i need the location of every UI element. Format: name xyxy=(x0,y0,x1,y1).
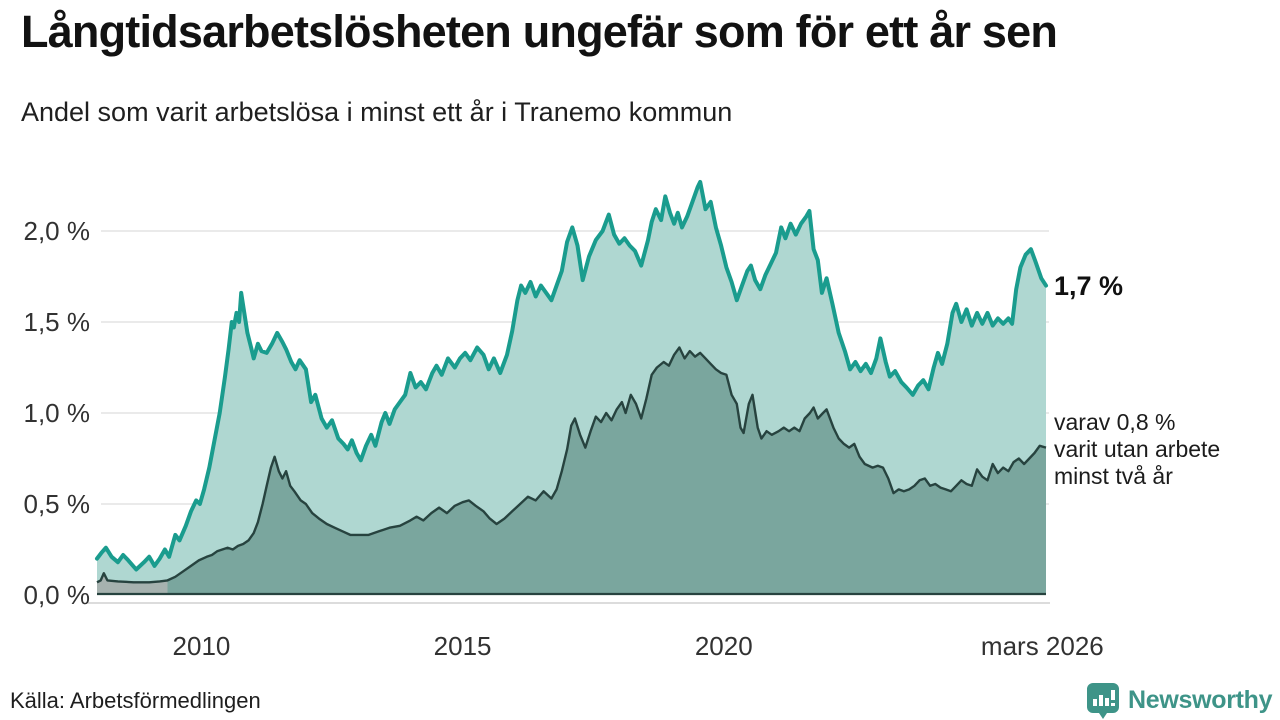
y-tick-label: 1,0 % xyxy=(23,398,91,428)
source-note: Källa: Arbetsförmedlingen xyxy=(10,688,261,713)
total-line xyxy=(95,179,1048,572)
y-tick-label: 2,0 % xyxy=(23,216,91,246)
newsworthy-logo-text: Newsworthy xyxy=(1128,686,1273,714)
y-tick-label: 0,5 % xyxy=(23,489,91,519)
y-tick-label: 1,5 % xyxy=(23,307,91,337)
two-year-area-fill xyxy=(97,347,1046,595)
x-tick-label: 2015 xyxy=(433,631,492,661)
secondary-annotation: varav 0,8 % varit utan arbete minst två … xyxy=(1054,409,1220,490)
y-tick-label: 0,0 % xyxy=(23,580,91,610)
page-title: Långtidsarbetslösheten ungefär som för e… xyxy=(21,6,1058,57)
page-subtitle: Andel som varit arbetslösa i minst ett å… xyxy=(21,97,733,127)
two-year-line xyxy=(96,346,1047,584)
secondary-annotation-line-3: minst två år xyxy=(1054,463,1173,489)
latest-value-annotation: 1,7 % xyxy=(1054,271,1124,301)
secondary-annotation-line-2: varit utan arbete xyxy=(1054,436,1221,462)
newsworthy-logo[interactable]: Newsworthy xyxy=(1086,682,1273,720)
early-gray-fill xyxy=(97,573,168,595)
newsworthy-logo-icon xyxy=(1087,683,1119,719)
secondary-annotation-line-1: varav 0,8 % xyxy=(1054,409,1176,435)
x-tick-label: mars 2026 xyxy=(980,631,1104,661)
x-tick-label: 2020 xyxy=(694,631,753,661)
x-tick-label: 2010 xyxy=(172,631,231,661)
